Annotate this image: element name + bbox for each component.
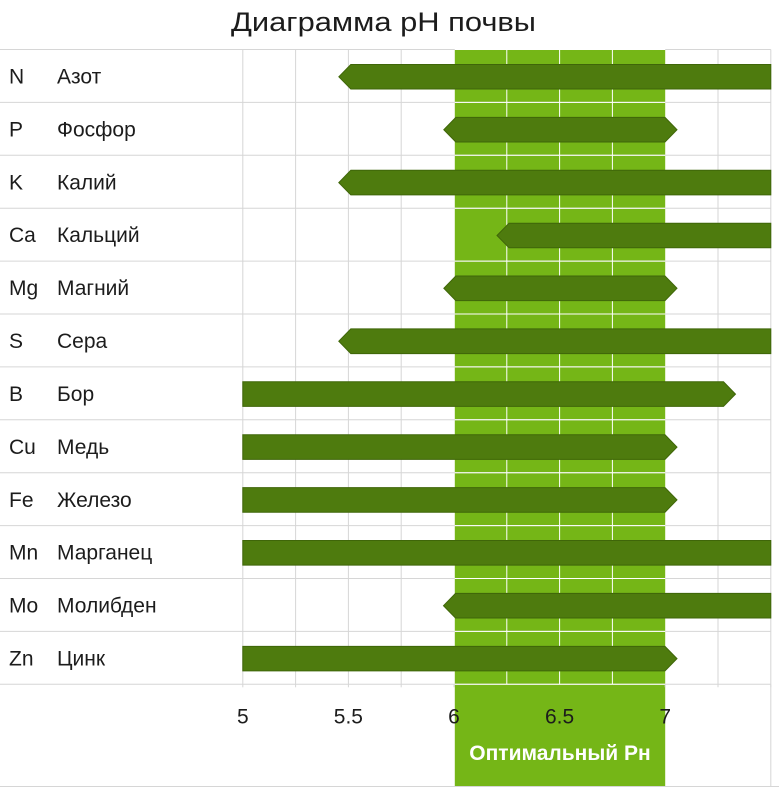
svg-text:Mn: Mn xyxy=(9,542,38,565)
svg-text:Фосфор: Фосфор xyxy=(57,118,136,141)
svg-text:Fe: Fe xyxy=(9,489,34,512)
svg-text:Ca: Ca xyxy=(9,224,36,247)
svg-text:6.5: 6.5 xyxy=(545,706,574,729)
svg-text:Zn: Zn xyxy=(9,648,34,671)
svg-text:Mo: Mo xyxy=(9,595,38,618)
svg-text:Оптимальный Рн: Оптимальный Рн xyxy=(469,742,650,765)
svg-text:Магний: Магний xyxy=(57,277,129,300)
svg-text:5: 5 xyxy=(237,706,249,729)
svg-text:Железо: Железо xyxy=(57,489,132,512)
svg-text:K: K xyxy=(9,171,23,194)
svg-text:Кальций: Кальций xyxy=(57,224,140,247)
svg-text:P: P xyxy=(9,118,23,141)
svg-text:B: B xyxy=(9,383,23,406)
svg-text:5.5: 5.5 xyxy=(334,706,363,729)
svg-text:Диаграмма рН почвы: Диаграмма рН почвы xyxy=(231,7,536,37)
svg-text:Молибден: Молибден xyxy=(57,595,157,618)
svg-text:Цинк: Цинк xyxy=(57,648,106,671)
svg-text:Cu: Cu xyxy=(9,436,36,459)
svg-text:Сера: Сера xyxy=(57,330,108,353)
svg-text:Mg: Mg xyxy=(9,277,38,300)
svg-text:Марганец: Марганец xyxy=(57,542,152,565)
svg-text:S: S xyxy=(9,330,23,353)
svg-text:Азот: Азот xyxy=(57,66,102,89)
svg-text:Медь: Медь xyxy=(57,436,109,459)
svg-text:N: N xyxy=(9,66,24,89)
svg-text:7: 7 xyxy=(659,706,671,729)
svg-text:Бор: Бор xyxy=(57,383,94,406)
svg-text:6: 6 xyxy=(448,706,460,729)
svg-text:Калий: Калий xyxy=(57,171,117,194)
